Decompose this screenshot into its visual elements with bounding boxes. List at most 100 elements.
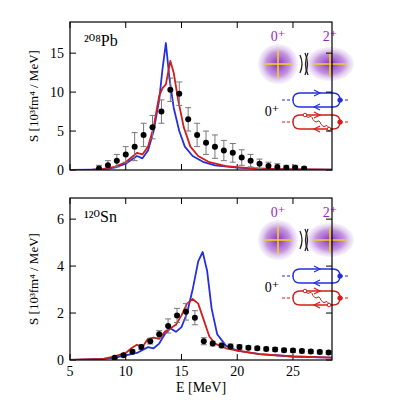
y-axis-title: S [10³fm⁴ / MeV] xyxy=(26,233,41,325)
y-tick xyxy=(70,219,76,220)
y-tick xyxy=(70,313,76,314)
state-label: 2⁺ xyxy=(323,29,337,44)
coupling-arc xyxy=(305,229,308,251)
data-point xyxy=(165,323,171,329)
error-cap xyxy=(167,78,173,79)
y-tick-label: 0 xyxy=(57,163,64,178)
x-tick xyxy=(292,198,293,204)
y-tick xyxy=(326,313,332,314)
error-cap xyxy=(221,140,227,141)
data-point xyxy=(301,165,307,170)
state-label: 0⁺ xyxy=(271,205,285,220)
error-cap xyxy=(105,160,111,161)
error-cap xyxy=(174,308,180,309)
error-cap xyxy=(158,99,164,100)
error-cap xyxy=(158,123,164,124)
data-point xyxy=(194,132,200,138)
model-curve xyxy=(70,61,332,170)
data-point xyxy=(132,144,138,150)
nucleus-label: ¹²⁰Sn xyxy=(84,208,117,225)
x-tick-label: 15 xyxy=(174,364,188,379)
coupling-arc xyxy=(306,229,309,251)
data-point xyxy=(105,162,111,168)
diagram-vertex xyxy=(337,97,342,102)
data-point xyxy=(192,315,198,321)
y-tick xyxy=(70,131,76,132)
error-cap xyxy=(212,134,218,135)
diagram-line xyxy=(282,121,293,122)
x-tick xyxy=(125,198,126,204)
error-cap xyxy=(230,162,236,163)
data-point xyxy=(201,338,207,344)
error-cap xyxy=(174,322,180,323)
diagram-vertex xyxy=(303,113,307,117)
error-cap xyxy=(248,166,254,167)
x-tick xyxy=(181,22,182,28)
diagram-arrow xyxy=(314,126,320,132)
data-point xyxy=(290,348,296,354)
error-cap xyxy=(165,333,171,334)
error-cap xyxy=(194,146,200,147)
nucleus-axis xyxy=(329,228,331,252)
diagram-phonon xyxy=(305,115,329,129)
error-cap xyxy=(156,337,162,338)
data-point xyxy=(112,355,118,360)
plot-data xyxy=(70,43,332,170)
data-point xyxy=(308,349,314,355)
diagram-line xyxy=(282,297,293,298)
error-cap xyxy=(257,159,263,160)
data-point xyxy=(174,312,180,318)
error-cap xyxy=(185,131,191,132)
error-cap xyxy=(114,154,120,155)
data-point xyxy=(274,164,280,170)
nucleus-axis xyxy=(277,50,279,78)
error-cap xyxy=(150,138,156,139)
data-point xyxy=(203,140,209,146)
error-cap xyxy=(257,168,263,169)
data-point xyxy=(248,158,254,164)
model-curve xyxy=(70,43,332,170)
data-point xyxy=(147,338,153,344)
y-tick xyxy=(326,131,332,132)
error-cap xyxy=(185,107,191,108)
x-tick-label: 10 xyxy=(119,364,133,379)
model-curve xyxy=(70,299,332,360)
diagram-arrow xyxy=(314,288,320,294)
nucleus-deformed xyxy=(306,223,354,257)
y-tick-label: 0 xyxy=(57,353,64,368)
x-tick xyxy=(181,164,182,170)
panel: 0⁺2⁺0⁺051015²⁰⁸PbS [10³fm⁴ / MeV] xyxy=(26,22,354,178)
error-cap xyxy=(239,165,245,166)
diagram-line xyxy=(282,275,293,276)
data-point xyxy=(176,91,182,97)
y-tick xyxy=(70,92,76,93)
diagram-vertex xyxy=(337,295,342,300)
data-point xyxy=(156,331,162,337)
x-tick xyxy=(237,354,238,360)
error-cap xyxy=(192,310,198,311)
panel: 0⁺2⁺0⁺5101520250246¹²⁰SnS [10³fm⁴ / MeV]… xyxy=(26,198,354,395)
x-tick-label: 5 xyxy=(67,364,74,379)
data-point xyxy=(272,346,278,352)
error-cap xyxy=(176,81,182,82)
error-cap xyxy=(203,154,209,155)
coupling-arc xyxy=(305,53,308,75)
coupling-arc xyxy=(300,231,302,249)
error-cap xyxy=(201,337,207,338)
data-point xyxy=(129,349,135,355)
error-cap xyxy=(141,146,147,147)
data-point xyxy=(299,348,305,354)
error-cap xyxy=(230,143,236,144)
error-cap xyxy=(176,105,182,106)
diagram-arrow xyxy=(314,112,320,118)
nucleus-label: ²⁰⁸Pb xyxy=(84,32,118,49)
data-point xyxy=(265,163,271,169)
y-tick xyxy=(326,53,332,54)
error-cap xyxy=(167,101,173,102)
x-tick xyxy=(237,22,238,28)
data-point xyxy=(138,344,144,350)
error-cap xyxy=(132,160,138,161)
data-point xyxy=(167,87,173,93)
data-point xyxy=(121,352,127,358)
y-tick xyxy=(326,92,332,93)
